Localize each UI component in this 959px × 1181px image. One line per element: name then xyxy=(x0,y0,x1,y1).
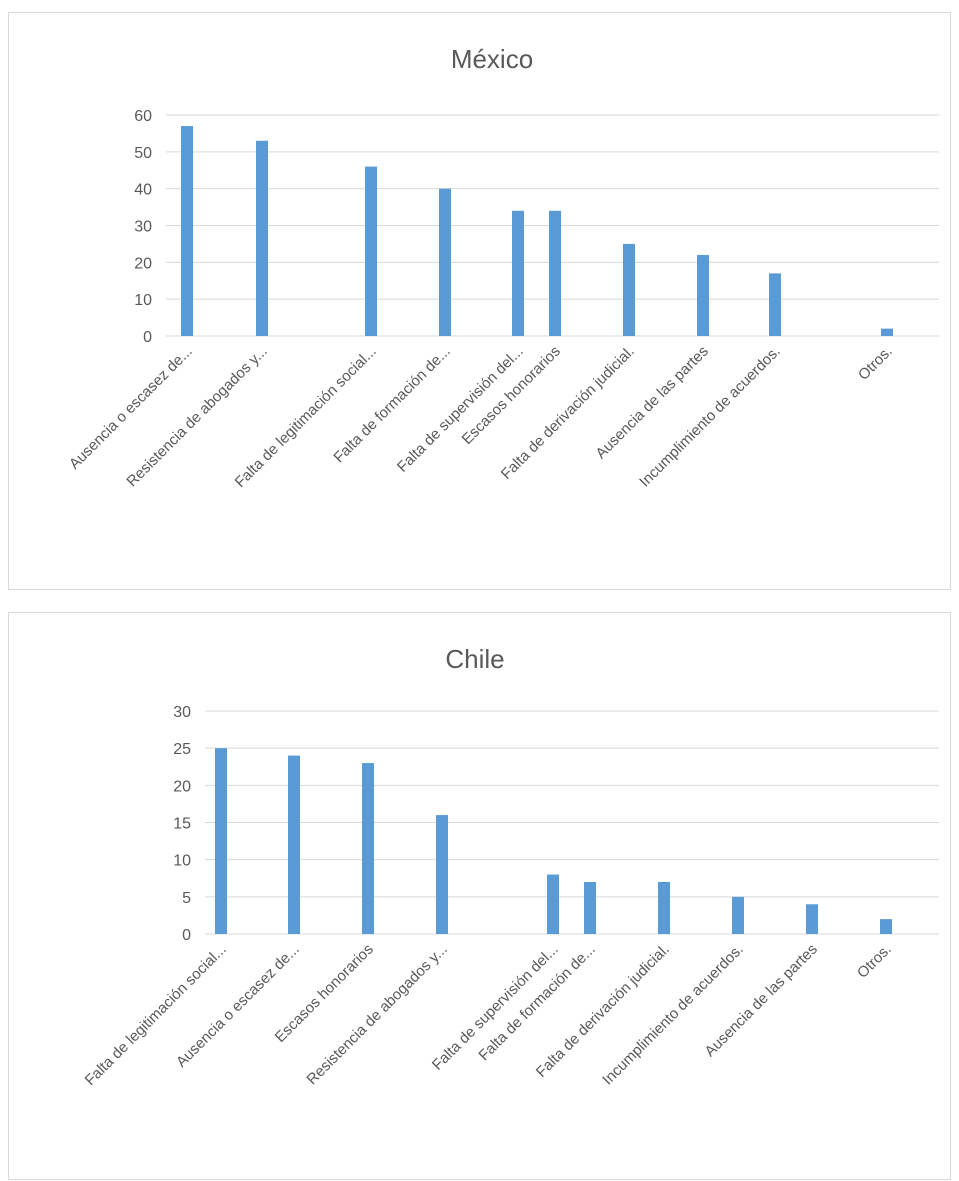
bar xyxy=(288,755,300,934)
bar xyxy=(881,328,893,336)
x-tick-label: Ausencia o escasez de... xyxy=(173,941,303,1071)
bar xyxy=(439,188,451,336)
bar xyxy=(181,126,193,336)
bar xyxy=(769,273,781,336)
bar xyxy=(623,243,635,336)
bar xyxy=(658,881,670,934)
bar xyxy=(549,210,561,336)
y-tick-label: 50 xyxy=(134,145,152,162)
chart-title: Chile xyxy=(445,644,504,674)
x-tick-label: Resistencia de abogados y... xyxy=(303,941,450,1088)
y-tick-label: 30 xyxy=(173,704,191,721)
bar xyxy=(584,881,596,934)
bar xyxy=(215,748,227,934)
bar xyxy=(256,140,268,336)
y-tick-label: 0 xyxy=(182,927,191,944)
bar xyxy=(547,874,559,934)
chart-chile: Chile 0 5 10 15 20 25 30 Falta de legitimación s… xyxy=(82,644,939,1089)
y-tick-label: 20 xyxy=(173,778,191,795)
y-tick-label: 30 xyxy=(134,219,152,236)
x-tick-label: Incumplimiento de acuerdos. xyxy=(599,941,747,1089)
x-tick-label: Falta de derivación judicial. xyxy=(498,343,638,483)
x-tick-label: Otros. xyxy=(855,343,896,384)
y-tick-label: 20 xyxy=(134,255,152,272)
y-tick-label: 60 xyxy=(134,108,152,125)
bar xyxy=(697,254,709,336)
y-tick-label: 15 xyxy=(173,816,191,833)
y-tick-label: 5 xyxy=(182,890,191,907)
x-tick-label: Incumplimiento de acuerdos. xyxy=(636,343,784,491)
y-tick-label: 10 xyxy=(173,853,191,870)
y-tick-label: 0 xyxy=(143,329,152,346)
x-tick-label: Falta de derivación judicial. xyxy=(533,941,673,1081)
bar xyxy=(880,919,892,934)
chart-mexico: México 0 10 20 30 40 50 60 Ausencia o escasez de… xyxy=(66,44,939,491)
bar xyxy=(806,904,818,934)
y-tick-label: 25 xyxy=(173,741,191,758)
chart-panel-mexico: México 0 10 20 30 40 50 60 Ausencia o escasez de… xyxy=(8,12,951,590)
bar xyxy=(436,815,448,934)
y-tick-label: 10 xyxy=(134,292,152,309)
bar xyxy=(512,210,524,336)
x-tick-label: Ausencia o escasez de... xyxy=(66,343,196,473)
bar xyxy=(732,896,744,934)
x-tick-label: Otros. xyxy=(854,941,895,982)
chart-panel-chile: Chile 0 5 10 15 20 25 30 Falta de legitimación s… xyxy=(8,612,951,1180)
chart-title: México xyxy=(451,44,533,74)
x-tick-label: Falta de legitimación social... xyxy=(82,941,230,1089)
bar xyxy=(362,763,374,934)
bar xyxy=(365,166,377,336)
y-tick-label: 40 xyxy=(134,182,152,199)
